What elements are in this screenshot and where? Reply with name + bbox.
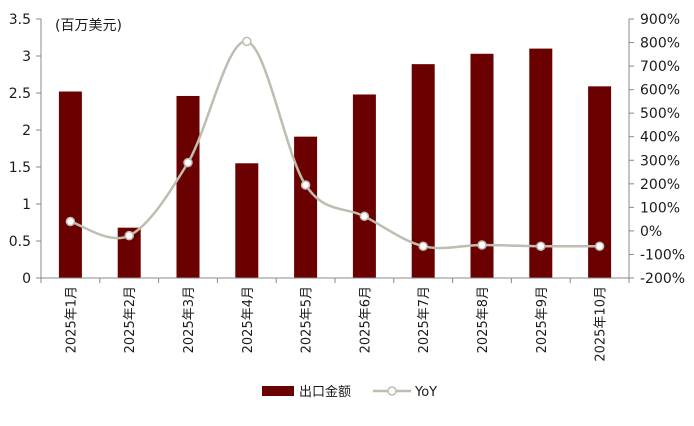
left-tick-label: 2.5	[9, 86, 31, 102]
left-tick-label: 3.5	[9, 12, 31, 28]
yoy-line-series	[65, 36, 605, 251]
legend-bar-label: 出口金额	[299, 384, 351, 400]
bar	[529, 48, 553, 278]
x-category-label: 2025年9月	[535, 286, 550, 353]
x-category-label: 2025年7月	[417, 286, 432, 353]
bar	[588, 86, 612, 278]
yoy-point	[477, 240, 487, 250]
right-tick-label: 600%	[640, 83, 680, 99]
left-tick-label: 0	[22, 271, 31, 287]
legend-line-marker	[387, 386, 397, 396]
yoy-point	[183, 157, 193, 168]
right-tick-label: 800%	[640, 36, 680, 52]
yoy-point	[418, 241, 428, 251]
yoy-point	[124, 230, 134, 241]
yoy-point	[536, 241, 546, 251]
bar	[117, 227, 141, 278]
x-category-label: 2025年10月	[594, 286, 609, 362]
x-category-label: 2025年4月	[241, 286, 256, 353]
legend: 出口金额 YoY	[262, 384, 437, 400]
x-category-label: 2025年6月	[358, 286, 373, 353]
left-axis-unit: (百万美元)	[55, 18, 122, 34]
left-tick-label: 1.5	[9, 160, 31, 176]
yoy-point	[594, 241, 605, 251]
right-tick-label: 900%	[640, 12, 680, 28]
x-category-label: 2025年8月	[476, 286, 491, 353]
legend-line-label: YoY	[414, 385, 437, 400]
x-category-label: 2025年5月	[300, 286, 315, 353]
legend-bar-swatch	[262, 386, 294, 396]
x-axis-ticks: 2025年1月 2025年2月 2025年3月 2025年4月 2025年5月 2025年…	[40, 278, 630, 362]
yoy-point	[359, 211, 370, 222]
x-category-label: 2025年1月	[64, 286, 79, 353]
yoy-line	[70, 40, 600, 250]
left-tick-label: 2	[22, 123, 31, 139]
bar	[411, 64, 435, 278]
yoy-point	[242, 36, 252, 47]
right-tick-label: -100%	[640, 247, 685, 263]
right-axis-ticks: -200% -100% 0% 100% 200% 300% 400% 500% 600% 700%…	[629, 12, 685, 287]
right-tick-label: 200%	[640, 177, 680, 193]
bar	[470, 53, 494, 278]
bar	[235, 163, 259, 278]
left-tick-label: 1	[22, 197, 31, 213]
axes: 0 0.5 1 1.5 2 2.5 3 3.5 -200% -100% 0% 100% 200% 300…	[9, 12, 685, 362]
left-tick-label: 0.5	[9, 234, 31, 250]
right-tick-label: 400%	[640, 130, 680, 146]
left-tick-label: 3	[22, 49, 31, 65]
right-tick-label: 700%	[640, 59, 680, 75]
yoy-point	[65, 216, 76, 227]
x-category-label: 2025年3月	[182, 286, 197, 353]
bar	[294, 136, 318, 278]
yoy-point	[300, 180, 311, 190]
right-tick-label: -200%	[640, 271, 685, 287]
right-tick-label: 500%	[640, 106, 680, 122]
bar	[352, 94, 376, 278]
left-axis-ticks: 0 0.5 1 1.5 2 2.5 3 3.5	[9, 12, 41, 287]
bar-series	[58, 48, 612, 279]
bar	[58, 91, 82, 279]
right-tick-label: 100%	[640, 200, 680, 216]
bar	[176, 95, 200, 279]
right-tick-label: 0%	[640, 224, 662, 240]
right-tick-label: 300%	[640, 153, 680, 169]
x-category-label: 2025年2月	[123, 286, 138, 353]
